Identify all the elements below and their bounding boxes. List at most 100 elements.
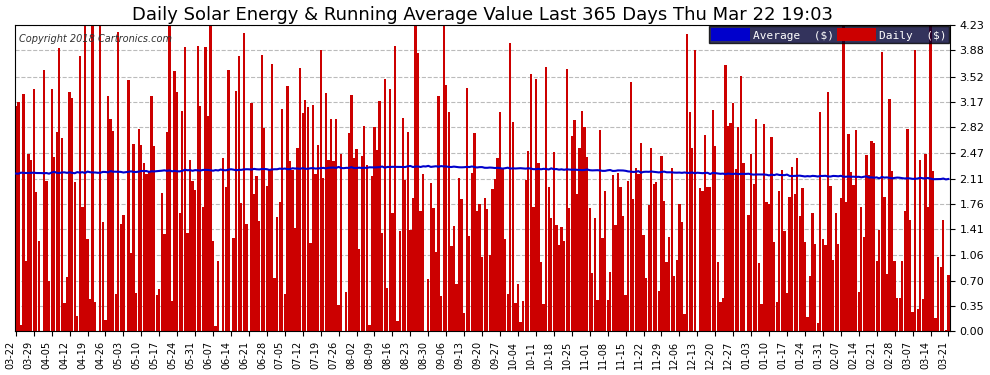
Bar — [655, 182, 657, 332]
Bar — [825, 244, 827, 332]
Bar — [355, 149, 357, 332]
Bar — [473, 133, 475, 332]
Bar — [573, 120, 575, 332]
Bar — [581, 111, 583, 332]
Bar — [627, 180, 630, 332]
Bar — [155, 294, 157, 332]
Bar — [38, 241, 40, 332]
Bar — [446, 85, 447, 332]
Bar — [732, 103, 735, 332]
Bar — [438, 96, 440, 332]
Bar — [547, 187, 549, 332]
Bar — [925, 154, 927, 332]
Bar — [520, 322, 522, 332]
Bar — [307, 107, 309, 332]
Bar — [812, 213, 814, 332]
Bar — [609, 272, 612, 332]
Bar — [60, 138, 63, 332]
Bar — [138, 129, 140, 332]
Bar — [394, 46, 396, 332]
Bar — [476, 211, 478, 332]
Bar — [99, 25, 102, 332]
Bar — [278, 202, 281, 332]
Bar — [48, 282, 50, 332]
Bar — [478, 204, 481, 332]
Bar — [533, 207, 535, 332]
Bar — [94, 302, 96, 332]
Bar — [243, 33, 245, 332]
Bar — [578, 148, 580, 332]
Bar — [883, 197, 885, 332]
Bar — [738, 127, 740, 332]
Bar — [184, 47, 186, 332]
Bar — [276, 217, 278, 332]
Bar — [835, 213, 837, 332]
Bar — [683, 314, 686, 332]
Bar — [17, 102, 20, 332]
Bar — [583, 127, 586, 332]
Bar — [535, 79, 537, 332]
Bar — [143, 163, 146, 332]
Bar — [378, 101, 381, 332]
Bar — [443, 25, 445, 332]
Bar — [312, 105, 314, 332]
Bar — [415, 26, 417, 332]
Bar — [650, 148, 652, 332]
Bar — [258, 220, 260, 332]
Bar — [888, 99, 891, 332]
Bar — [865, 155, 867, 332]
Bar — [135, 293, 138, 332]
Bar — [735, 170, 737, 332]
Bar — [117, 32, 120, 332]
Bar — [901, 261, 904, 332]
Bar — [433, 208, 435, 332]
Bar — [173, 71, 176, 332]
Bar — [801, 188, 804, 332]
Bar — [291, 171, 294, 332]
Bar — [347, 134, 350, 332]
Bar — [304, 100, 307, 332]
Bar — [194, 190, 196, 332]
Bar — [235, 91, 238, 332]
Bar — [407, 132, 409, 332]
Bar — [886, 274, 888, 332]
Bar — [104, 320, 107, 332]
Bar — [565, 69, 568, 332]
Bar — [404, 180, 407, 332]
Bar — [365, 165, 368, 332]
Bar — [522, 301, 525, 332]
Bar — [942, 220, 944, 332]
Bar — [822, 239, 824, 332]
Bar — [141, 146, 143, 332]
Bar — [81, 207, 83, 332]
Bar — [30, 160, 33, 332]
Bar — [857, 292, 860, 332]
Bar — [158, 289, 160, 332]
Bar — [781, 170, 783, 332]
Bar — [622, 216, 624, 332]
Bar — [470, 173, 473, 332]
Bar — [944, 330, 947, 332]
Bar — [335, 119, 338, 332]
Bar — [852, 186, 854, 332]
Bar — [386, 288, 388, 332]
Bar — [107, 96, 109, 332]
Bar — [122, 215, 125, 332]
Bar — [338, 306, 340, 332]
Bar — [617, 173, 619, 332]
Bar — [250, 103, 252, 332]
Bar — [701, 191, 704, 332]
Bar — [383, 79, 386, 332]
Bar — [215, 327, 217, 332]
Bar — [688, 112, 691, 332]
Bar — [252, 194, 255, 332]
Bar — [209, 25, 212, 332]
Bar — [76, 316, 78, 332]
Bar — [591, 273, 593, 332]
Bar — [153, 146, 155, 332]
Bar — [66, 277, 68, 332]
Bar — [120, 224, 122, 332]
Bar — [635, 168, 637, 332]
Bar — [333, 161, 335, 332]
Bar — [599, 130, 601, 332]
